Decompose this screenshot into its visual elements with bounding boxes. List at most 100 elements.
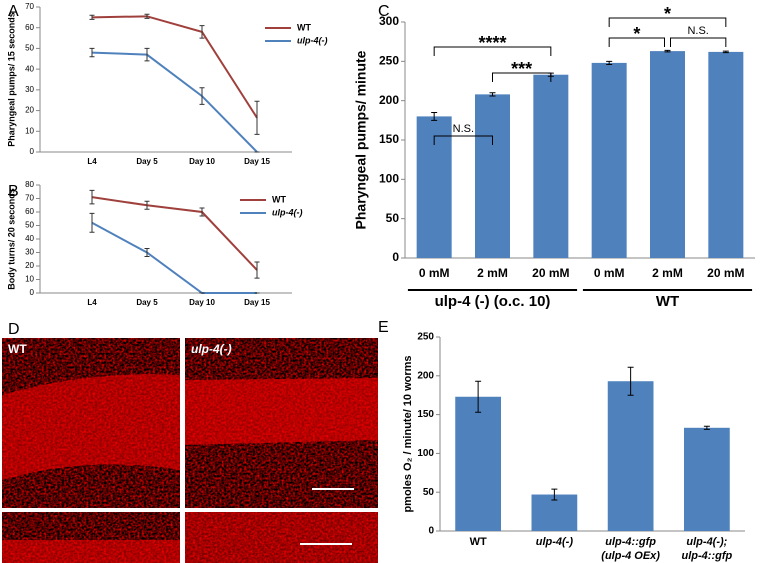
significance-label: ***: [511, 59, 532, 79]
error-bar: [722, 50, 729, 54]
x-tick-label: L4: [87, 298, 97, 307]
significance-bracket: [433, 46, 552, 56]
image-noise: [185, 338, 378, 508]
y-tick-label: 150: [417, 409, 434, 420]
significance-label: N.S.: [453, 123, 474, 135]
x-tick-label: 0 mM: [594, 266, 625, 280]
y-tick-label: 50: [386, 211, 400, 225]
y-tick-label: 40: [25, 234, 34, 243]
bar: [455, 396, 501, 531]
error-bar: [89, 47, 95, 58]
bar: [531, 494, 578, 531]
group-label: WT: [656, 293, 679, 310]
x-tick-label: Day 10: [189, 157, 215, 166]
error-bar: [89, 14, 95, 20]
x-tick-label: 2 mM: [477, 266, 508, 280]
panel-letter: B: [8, 183, 19, 200]
significance-label: N.S.: [687, 25, 708, 37]
y-axis-label: Body turns/ 20 seconds: [6, 188, 16, 290]
significance-bracket: [433, 135, 493, 145]
panel-letter: A: [8, 3, 19, 20]
y-axis-label: Pharyngeal pumps/ 15 seconds: [6, 12, 16, 147]
y-tick-label: 250: [379, 54, 399, 68]
error-bar: [144, 247, 150, 258]
error-bar: [199, 25, 205, 39]
error-bar: [664, 49, 671, 53]
significance-bracket: [492, 72, 552, 82]
bar: [650, 51, 685, 259]
error-bar: [606, 60, 613, 65]
error-bar: [254, 261, 260, 279]
micrographs: D WT ulp-4(-): [2, 321, 378, 563]
legend-label: ulp-4(-): [272, 207, 303, 217]
bar: [475, 94, 510, 258]
bar: [684, 427, 730, 531]
y-tick-label: 0: [30, 288, 35, 297]
panel-letter: E: [378, 319, 389, 336]
y-tick-label: 100: [379, 172, 399, 186]
y-tick-label: 10: [25, 126, 34, 135]
error-bar: [703, 425, 710, 430]
y-tick-label: 70: [25, 2, 34, 11]
panel-letter: D: [8, 321, 20, 338]
x-tick-label: Day 15: [244, 298, 270, 307]
x-tick-label: 20 mM: [707, 266, 744, 280]
x-tick-label: 20 mM: [532, 266, 569, 280]
y-tick-label: 50: [25, 44, 34, 53]
x-tick-label: (ulp-4 OEx): [601, 550, 660, 562]
bar: [708, 51, 744, 258]
x-tick-label: ulp-4::gfp: [682, 550, 733, 562]
x-tick-label: 2 mM: [652, 266, 683, 280]
x-tick-label: 0 mM: [419, 266, 450, 280]
error-bar: [551, 488, 558, 501]
x-tick-label: L4: [87, 157, 97, 166]
y-tick-label: 300: [379, 14, 399, 28]
error-bar: [89, 212, 95, 233]
error-bar: [475, 380, 482, 413]
y-tick-label: 250: [417, 332, 434, 343]
y-tick-label: 20: [25, 106, 34, 115]
x-tick-label: WT: [470, 536, 487, 548]
y-tick-label: 50: [423, 487, 435, 498]
line: [91, 221, 257, 294]
bar: [591, 62, 627, 259]
x-tick-label: Day 15: [244, 157, 270, 166]
error-bar: [89, 189, 95, 205]
significance-bracket: [670, 37, 727, 47]
x-tick-label: Day 5: [136, 157, 158, 166]
y-tick-label: 60: [25, 207, 34, 216]
y-axis-label: Pharyngeal pumps/ minute: [353, 50, 369, 229]
y-tick-label: 30: [25, 85, 34, 94]
error-bar: [144, 200, 150, 210]
bar: [533, 74, 569, 258]
y-tick-label: 80: [25, 180, 34, 189]
legend-label: WT: [297, 22, 311, 32]
y-tick-label: 30: [25, 248, 34, 257]
y-axis-label: pmoles O₂ / minute/ 10 worms: [402, 355, 414, 512]
panel-letter: C: [378, 3, 390, 20]
image-noise: [185, 512, 378, 563]
significance-label: ****: [478, 33, 506, 53]
line: [91, 196, 258, 271]
legend-label: WT: [272, 194, 286, 204]
y-tick-label: 0: [30, 147, 35, 156]
error-bar: [254, 100, 260, 135]
x-tick-label: Day 10: [189, 298, 215, 307]
error-bar: [144, 47, 150, 62]
significance-bracket: [608, 17, 727, 27]
y-tick-label: 150: [379, 132, 399, 146]
line: [91, 51, 258, 153]
y-tick-label: 10: [25, 275, 34, 284]
image-noise: [2, 338, 180, 508]
y-tick-label: 70: [25, 194, 34, 203]
image-noise: [2, 512, 180, 563]
error-bar: [144, 13, 150, 19]
y-tick-label: 200: [379, 93, 399, 107]
bar: [607, 381, 654, 531]
error-bar: [199, 87, 205, 105]
group-label: ulp-4 (-) (o.c. 10): [435, 293, 551, 310]
y-tick-label: 200: [417, 370, 434, 381]
x-tick-label: ulp-4(-): [536, 536, 574, 548]
x-tick-label: ulp-4::gfp: [605, 536, 656, 548]
